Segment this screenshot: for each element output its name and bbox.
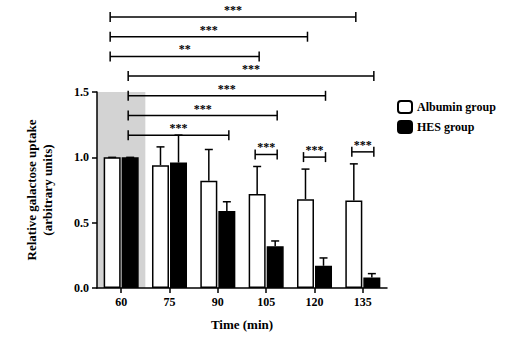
svg-text:***: *** — [170, 121, 188, 135]
svg-text:***: *** — [224, 3, 242, 17]
svg-text:HES group: HES group — [417, 120, 475, 134]
svg-text:(arbitrary units): (arbitrary units) — [40, 144, 55, 235]
svg-text:75: 75 — [164, 295, 176, 309]
svg-text:105: 105 — [257, 295, 275, 309]
svg-text:135: 135 — [354, 295, 372, 309]
svg-text:120: 120 — [306, 295, 324, 309]
svg-text:***: *** — [194, 102, 212, 116]
svg-text:0.5: 0.5 — [74, 216, 89, 230]
svg-text:Albumin group: Albumin group — [417, 100, 496, 114]
svg-text:1.5: 1.5 — [74, 85, 89, 99]
svg-text:***: *** — [242, 62, 260, 76]
svg-text:0.0: 0.0 — [74, 281, 89, 295]
svg-text:***: *** — [218, 82, 236, 96]
svg-text:90: 90 — [212, 295, 224, 309]
svg-text:***: *** — [354, 138, 372, 152]
svg-text:60: 60 — [115, 295, 127, 309]
svg-text:Relative galactose uptake: Relative galactose uptake — [24, 119, 39, 260]
svg-text:***: *** — [306, 143, 324, 157]
svg-text:***: *** — [257, 140, 275, 154]
svg-text:***: *** — [200, 23, 218, 37]
svg-text:Time (min): Time (min) — [211, 317, 273, 332]
svg-text:1.0: 1.0 — [74, 150, 89, 164]
svg-text:**: ** — [179, 42, 191, 56]
